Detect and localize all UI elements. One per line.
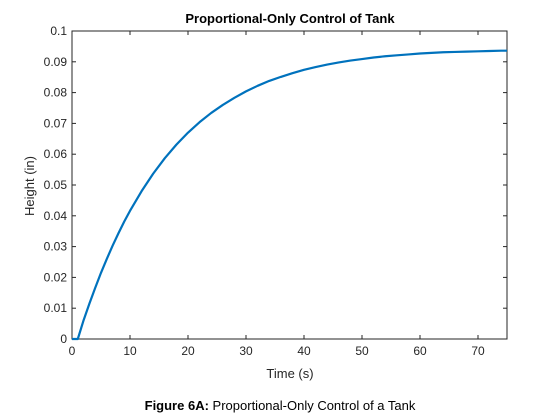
y-tick-label: 0.1	[50, 24, 67, 38]
y-tick-label: 0.03	[44, 240, 68, 254]
y-tick-label: 0.08	[44, 86, 68, 100]
y-tick-label: 0	[60, 332, 67, 346]
y-tick-label: 0.06	[44, 147, 68, 161]
x-axis-title: Time (s)	[266, 366, 313, 381]
x-tick-label: 0	[69, 344, 76, 358]
series-line	[72, 49, 507, 341]
figure-caption-text: Proportional-Only Control of a Tank	[212, 398, 416, 413]
y-tick-label: 0.01	[44, 301, 68, 315]
plot-box	[71, 30, 508, 340]
chart-figure: Proportional-Only Control of Tank 0 10 20 3…	[22, 11, 508, 381]
y-tick-label: 0.09	[44, 55, 68, 69]
plot-area: 0 10 20 30 40 50 60 70 0 0.01 0.02 0.03 0.04 0.05 0.06…	[44, 24, 508, 358]
y-tick-label: 0.02	[44, 270, 68, 284]
x-tick-label: 20	[181, 344, 195, 358]
x-tick-label: 40	[297, 344, 311, 358]
x-tick-label: 30	[239, 344, 253, 358]
chart-title: Proportional-Only Control of Tank	[185, 11, 395, 26]
x-tick-label: 70	[471, 344, 485, 358]
x-tick-label: 60	[413, 344, 427, 358]
y-axis-title: Height (in)	[22, 156, 37, 216]
x-tick-label: 50	[355, 344, 369, 358]
x-tick-label: 10	[123, 344, 137, 358]
figure-caption-label: Figure 6A:	[144, 398, 209, 413]
y-tick-label: 0.04	[44, 209, 68, 223]
y-tick-label: 0.05	[44, 178, 68, 192]
figure-caption: Figure 6A: Proportional-Only Control of …	[0, 398, 560, 413]
y-tick-label: 0.07	[44, 116, 68, 130]
